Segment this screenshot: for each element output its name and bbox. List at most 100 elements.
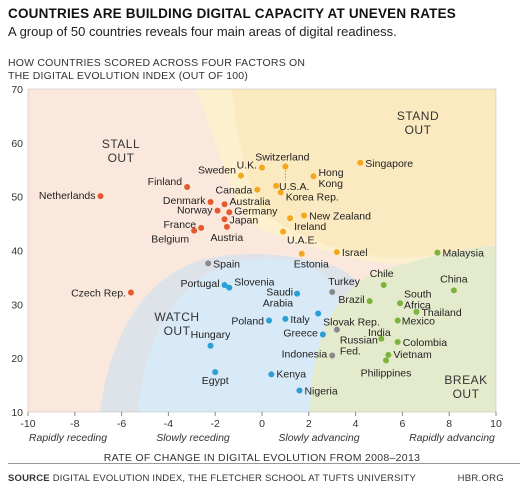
data-point [333,249,340,256]
zone-labels: STALL OUT STAND OUT WATCH OUT BREAK OUT [102,109,487,401]
point-label: Ireland [294,221,326,233]
data-point [226,209,233,216]
x-tick-label: 2 [306,418,312,430]
data-point [191,227,198,234]
point-label: Israel [342,247,368,259]
data-point [207,199,214,206]
data-point [282,315,289,322]
chart-title: COUNTRIES ARE BUILDING DIGITAL CAPACITY … [8,6,457,21]
point-label: Germany [234,205,278,217]
chart-subtitle: A group of 50 countries reveals four mai… [8,24,397,39]
y-tick-label: 30 [11,299,23,311]
x-tick-label: 0 [259,418,265,430]
data-point [357,159,364,166]
point-label: New Zealand [309,211,371,223]
break-out-zone [310,246,496,412]
data-point [319,331,326,338]
x-region-label: Slowly receding [156,432,230,444]
source-label: SOURCE [8,473,50,484]
point-label: Canada [216,185,253,197]
source-text: DIGITAL EVOLUTION INDEX, THE FLETCHER SC… [52,473,417,484]
data-points [97,159,457,394]
data-point [397,300,404,307]
point-label: France [163,219,196,231]
data-point [413,308,420,315]
x-tick-label: -2 [211,418,220,430]
data-point [127,289,134,296]
point-label: Chile [370,268,394,280]
x-region-label: Rapidly advancing [409,432,495,444]
data-point [259,164,265,171]
data-point [212,369,219,376]
data-point [383,357,390,364]
data-point [282,163,289,170]
data-point [266,317,273,324]
data-point [329,288,336,295]
x-region-label: Rapidly receding [29,432,107,444]
x-region-label: Slowly advancing [278,432,359,444]
x-tick-label: 8 [446,418,452,430]
point-label: Indonesia [282,348,328,360]
point-label: Thailand [421,307,461,319]
data-point [214,207,221,214]
x-tick-label: 10 [490,418,502,430]
point-label: Denmark [163,195,206,207]
scatter-chart: -10 -8 -6 -4 -2 0 2 4 6 8 10 10 20 30 40 50 60 70 STALL OU… [11,84,502,464]
point-label: Vietnam [393,349,432,361]
zone-backgrounds [28,89,496,412]
data-point [296,387,303,394]
point-label: Saudi Arabia [263,287,294,310]
x-tick-label: -8 [70,418,79,430]
point-label: U.A.E. [287,235,317,247]
point-label: Singapore [365,158,413,170]
point-label: Russian Fed. [340,335,378,358]
point-label: Belgium [151,234,189,246]
x-tick-label: -10 [20,418,35,430]
point-label: Nigeria [304,385,337,397]
point-label: Japan [230,214,259,226]
data-point [385,351,392,358]
data-point [298,250,305,257]
data-point [310,173,317,180]
point-label: Philippines [361,367,412,379]
data-point [434,249,441,256]
point-label: U.K. [237,160,257,172]
data-point [205,260,212,267]
x-axis-label: RATE OF CHANGE IN DIGITAL EVOLUTION FROM… [104,452,420,464]
point-label: Sweden [198,165,236,177]
data-point [277,189,284,196]
footer-source: SOURCE DIGITAL EVOLUTION INDEX, THE FLET… [8,473,416,484]
point-label: Brazil [338,294,364,306]
data-point [273,182,280,189]
data-point [287,215,294,222]
zone-label: STALL OUT [102,137,140,165]
watch-out-zone [138,258,352,412]
x-tick-label: 4 [353,418,359,430]
point-label: Norway [177,205,213,217]
data-point [394,317,401,324]
point-label: U.S.A. [279,181,309,193]
axes: -10 -8 -6 -4 -2 0 2 4 6 8 10 10 20 30 40 50 60 70 [11,84,502,430]
point-label: Australia [230,196,271,208]
data-point [254,186,261,193]
point-label: Poland [231,315,264,327]
point-label: Finland [148,176,183,188]
point-label: Spain [213,258,240,270]
x-tick-label: -6 [117,418,126,430]
point-label: India [368,327,391,339]
data-point [223,223,230,230]
data-point [366,298,373,305]
data-point [237,172,244,179]
data-point [198,224,205,231]
y-tick-label: 40 [11,246,23,258]
data-point [301,212,308,219]
point-label: Hungary [191,329,231,341]
data-point [268,371,275,378]
point-label: Greece [283,327,318,339]
zone-label: WATCH OUT [154,310,199,338]
data-point [221,216,228,223]
data-point [378,335,385,342]
point-label: South Africa [404,288,432,311]
point-label: Egypt [202,375,229,387]
point-label: Colombia [403,337,448,349]
